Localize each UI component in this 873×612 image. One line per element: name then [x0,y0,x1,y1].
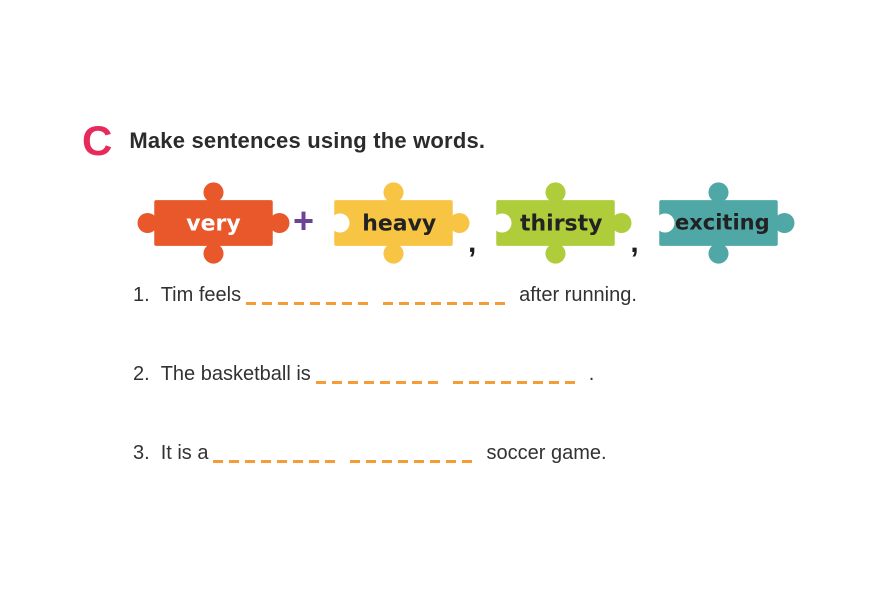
sentence-text-after: soccer game. [486,442,607,464]
sentence-text-before: Tim feels [160,284,242,306]
puzzle-word-thirsty: thirsty [520,212,602,237]
answer-blank [315,381,443,384]
sentence-3: 3. It is a soccer game. [133,439,637,467]
answer-blank [213,460,341,463]
sentence-text-after: . [588,363,595,385]
sentence-1: 1. Tim feels after running. [133,281,637,309]
sentence-text-before: The basketball is [160,363,311,385]
answer-blank [246,302,374,305]
puzzle-piece-thirsty-icon: thirsty [492,182,632,264]
comma-separator: , [468,226,477,259]
puzzle-piece-very-icon: very [137,182,290,264]
sentence-2: 2. The basketball is. [133,360,637,388]
answer-blank [350,460,478,463]
socket-hole [492,213,512,233]
sentence-text-after: after running. [519,284,637,306]
sentence-list: 1. Tim feels after running. 2. The basketba… [133,281,637,518]
socket-hole [655,213,675,233]
word-bank: very + heavy , [137,180,795,266]
answer-blank [452,381,580,384]
puzzle-piece-heavy-icon: heavy [330,182,470,264]
puzzle-word-very: very [186,212,240,237]
section-title: Make sentences using the words. [129,128,486,153]
socket-hole [330,213,350,233]
answer-blank [383,302,511,305]
puzzle-word-heavy: heavy [362,212,436,237]
sentence-text-before: It is a [160,442,209,464]
sentence-number: 3. [133,442,150,464]
puzzle-piece-exciting-icon: exciting [655,182,795,264]
puzzle-word-exciting: exciting [675,210,770,235]
section-letter: C [82,117,113,164]
comma-separator: , [630,226,639,259]
sentence-number: 1. [133,284,150,306]
plus-sign: + [293,200,315,241]
sentence-number: 2. [133,363,150,385]
section-header: C Make sentences using the words. [82,120,485,162]
